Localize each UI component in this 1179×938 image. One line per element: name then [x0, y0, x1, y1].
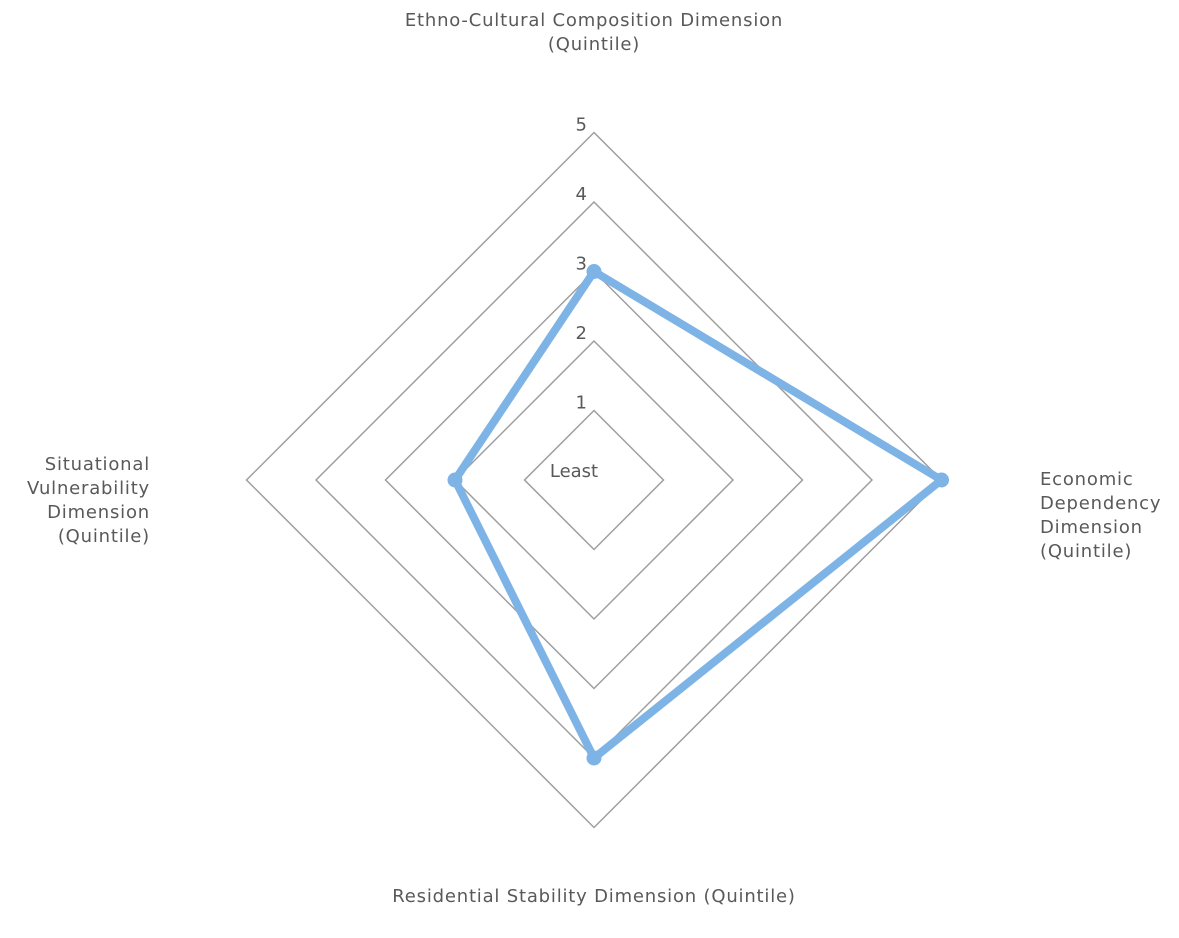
- data-point: [586, 264, 602, 279]
- radial-tick-label: Least: [550, 461, 598, 482]
- grid-ring-5: [245, 131, 943, 829]
- grid-ring-2: [453, 339, 735, 621]
- axis-label-economic-dependency: Economic Dependency Dimension (Quintile): [1040, 469, 1162, 562]
- radial-tick-label: 4: [576, 184, 587, 205]
- series-layer: [447, 264, 949, 766]
- grid-ring-3: [384, 270, 804, 690]
- radial-tick-label: 1: [576, 393, 587, 414]
- radial-tick-label: 2: [576, 323, 587, 344]
- data-point: [586, 750, 602, 766]
- radial-tick-label: 5: [576, 115, 587, 136]
- axis-label-residential-stability: Residential Stability Dimension (Quintil…: [392, 886, 796, 907]
- tick-layer: Least 1 2 3 4 5: [550, 115, 598, 483]
- axis-label-situational-vulnerability: Situational Vulnerability Dimension (Qui…: [27, 454, 150, 547]
- data-point: [934, 472, 949, 488]
- data-point: [447, 472, 463, 488]
- radial-tick-label: 3: [576, 254, 587, 275]
- axis-label-ethno-cultural: Ethno-Cultural Composition Dimension (Qu…: [404, 10, 784, 55]
- grid-ring-1: [523, 409, 665, 551]
